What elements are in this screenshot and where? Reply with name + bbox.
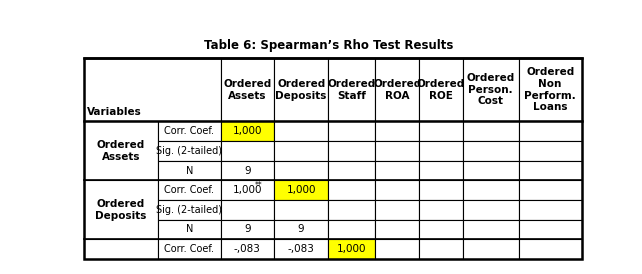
Bar xyxy=(158,219,221,239)
Bar xyxy=(419,239,463,259)
Text: 9: 9 xyxy=(298,224,304,235)
Text: Corr. Coef.: Corr. Coef. xyxy=(164,185,214,195)
Text: Corr. Coef.: Corr. Coef. xyxy=(164,126,214,136)
Bar xyxy=(274,161,328,180)
Bar xyxy=(274,200,328,219)
Bar xyxy=(328,121,376,141)
Bar xyxy=(376,58,419,121)
Bar xyxy=(274,239,328,259)
Bar xyxy=(463,239,519,259)
Bar xyxy=(376,161,419,180)
Bar xyxy=(519,180,582,200)
Bar xyxy=(328,141,376,161)
Text: Ordered
Deposits: Ordered Deposits xyxy=(275,79,327,101)
Bar xyxy=(519,141,582,161)
Bar xyxy=(419,141,463,161)
Text: Table 6: Spearman’s Rho Test Results: Table 6: Spearman’s Rho Test Results xyxy=(204,39,454,52)
Bar xyxy=(221,58,274,121)
Bar xyxy=(274,219,328,239)
Bar xyxy=(221,121,274,141)
Bar xyxy=(419,219,463,239)
Bar xyxy=(274,58,328,121)
Bar xyxy=(519,200,582,219)
Bar xyxy=(221,200,274,219)
Bar xyxy=(376,219,419,239)
Bar xyxy=(221,180,274,200)
Bar xyxy=(519,58,582,121)
Bar xyxy=(158,180,221,200)
Bar xyxy=(328,239,376,259)
Bar xyxy=(84,239,158,259)
Bar xyxy=(463,180,519,200)
Bar xyxy=(328,180,376,200)
Bar xyxy=(221,141,274,161)
Text: Ordered
Staff: Ordered Staff xyxy=(327,79,376,101)
Bar xyxy=(158,141,221,161)
Bar xyxy=(274,180,328,200)
Text: Ordered
Deposits: Ordered Deposits xyxy=(96,199,147,221)
Bar xyxy=(84,58,221,121)
Bar xyxy=(419,200,463,219)
Text: Sig. (2-tailed): Sig. (2-tailed) xyxy=(156,146,222,156)
Bar xyxy=(463,200,519,219)
Bar xyxy=(158,239,221,259)
Bar xyxy=(519,121,582,141)
Bar xyxy=(84,180,158,239)
Bar xyxy=(221,239,274,259)
Text: Ordered
Assets: Ordered Assets xyxy=(223,79,272,101)
Bar xyxy=(274,121,328,141)
Bar xyxy=(158,161,221,180)
Bar xyxy=(463,121,519,141)
Bar xyxy=(84,121,158,180)
Bar xyxy=(328,58,376,121)
Bar xyxy=(419,58,463,121)
Text: Corr. Coef.: Corr. Coef. xyxy=(164,244,214,254)
Text: -,083: -,083 xyxy=(234,244,261,254)
Text: 9: 9 xyxy=(244,165,251,176)
Text: N: N xyxy=(186,165,193,176)
Bar xyxy=(328,161,376,180)
Bar xyxy=(419,121,463,141)
Bar xyxy=(376,141,419,161)
Bar xyxy=(328,200,376,219)
Bar xyxy=(463,161,519,180)
Bar xyxy=(376,121,419,141)
Bar xyxy=(158,121,221,141)
Text: Sig. (2-tailed): Sig. (2-tailed) xyxy=(156,205,222,215)
Text: 1,000: 1,000 xyxy=(232,185,262,195)
Bar xyxy=(463,141,519,161)
Bar xyxy=(519,161,582,180)
Bar xyxy=(463,219,519,239)
Text: Ordered
Person.
Cost: Ordered Person. Cost xyxy=(467,73,515,106)
Bar xyxy=(519,239,582,259)
Text: Ordered
ROA: Ordered ROA xyxy=(373,79,421,101)
Text: 1,000: 1,000 xyxy=(286,185,316,195)
Text: Ordered
ROE: Ordered ROE xyxy=(417,79,465,101)
Bar xyxy=(376,180,419,200)
Bar xyxy=(519,219,582,239)
Bar xyxy=(376,200,419,219)
Bar xyxy=(419,180,463,200)
Text: **: ** xyxy=(254,181,262,190)
Bar xyxy=(376,239,419,259)
Text: 1,000: 1,000 xyxy=(337,244,367,254)
Bar xyxy=(221,219,274,239)
Bar xyxy=(419,161,463,180)
Text: -,083: -,083 xyxy=(288,244,315,254)
Text: N: N xyxy=(186,224,193,235)
Text: Ordered
Assets: Ordered Assets xyxy=(97,140,145,162)
Text: 1,000: 1,000 xyxy=(232,126,262,136)
Bar xyxy=(274,141,328,161)
Bar xyxy=(221,161,274,180)
Bar xyxy=(158,200,221,219)
Text: Ordered
Non
Perform.
Loans: Ordered Non Perform. Loans xyxy=(525,67,576,112)
Text: 9: 9 xyxy=(244,224,251,235)
Bar xyxy=(463,58,519,121)
Bar xyxy=(328,219,376,239)
Text: Variables: Variables xyxy=(87,107,142,117)
